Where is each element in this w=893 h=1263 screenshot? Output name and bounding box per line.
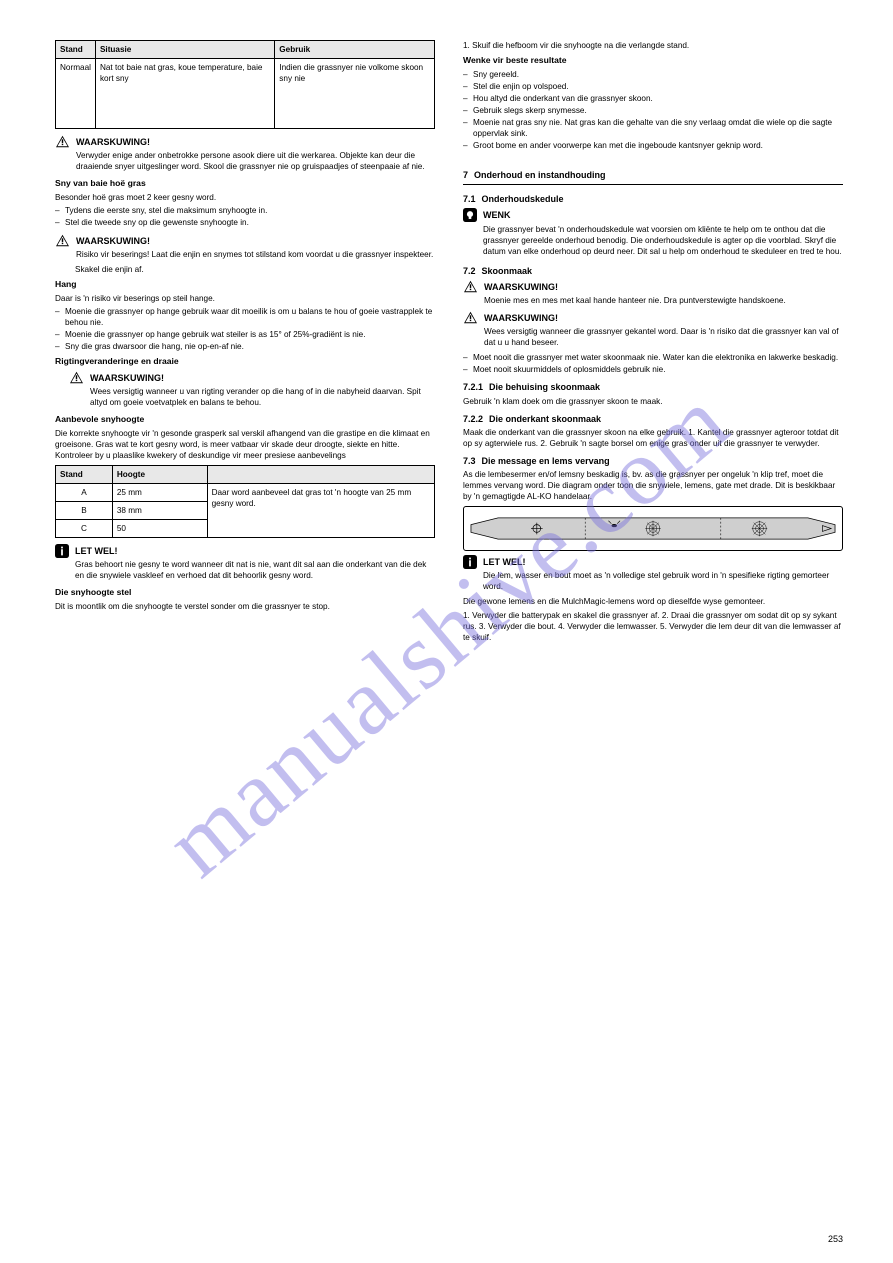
warning-text: Wees versigtig wanneer u van rigting ver… bbox=[90, 386, 435, 408]
left-column: Stand Situasie Gebruik Normaal Nat tot b… bbox=[55, 40, 435, 645]
table-cell: Daar word aanbeveel dat gras tot 'n hoog… bbox=[207, 483, 434, 537]
body-text: 1. Skuif die hefboom vir die snyhoogte n… bbox=[463, 40, 843, 51]
table-cell: 25 mm bbox=[112, 483, 207, 501]
page-number: 253 bbox=[828, 1233, 843, 1245]
body-text: Die gewone lemens en die MulchMagic-leme… bbox=[463, 596, 843, 607]
table-cell: B bbox=[56, 502, 113, 520]
subsection-title: Rigtingveranderinge en draaie bbox=[55, 356, 435, 368]
section-title: Die behuising skoonmaak bbox=[489, 381, 600, 393]
warning-icon bbox=[55, 234, 70, 262]
info-icon bbox=[463, 555, 477, 594]
list-item: Groot bome en ander voorwerpe kan met di… bbox=[463, 140, 843, 151]
warning-title: WAARSKUWING! bbox=[90, 372, 435, 384]
subsection-title: Aanbevole snyhoogte bbox=[55, 414, 435, 426]
table-header: Stand bbox=[56, 465, 113, 483]
list-item: Moenie nat gras sny nie. Nat gras kan di… bbox=[463, 117, 843, 139]
warning-title: WAARSKUWING! bbox=[76, 235, 433, 247]
body-text: Die korrekte snyhoogte vir 'n gesonde gr… bbox=[55, 428, 435, 461]
list-item: Gebruik slegs skerp snymesse. bbox=[463, 105, 843, 116]
list-item: Sny die gras dwarsoor die hang, nie op-e… bbox=[55, 341, 435, 352]
section-rule bbox=[463, 184, 843, 185]
bullet-list: Moenie die grassnyer op hange gebruik wa… bbox=[55, 306, 435, 352]
list-item: Sny gereeld. bbox=[463, 69, 843, 80]
warning-icon bbox=[463, 280, 478, 308]
section-title: Onderhoud en instandhouding bbox=[474, 169, 605, 181]
warning-text: Verwyder enige ander onbetrokke persone … bbox=[76, 150, 435, 172]
body-text: As die lembesermer en/of lemsny beskadig… bbox=[463, 469, 843, 502]
subsection-title: Hang bbox=[55, 279, 435, 291]
body-text: 1. Verwyder die batterypak en skakel die… bbox=[463, 610, 843, 643]
body-text: Dit is moontlik om die snyhoogte te vers… bbox=[55, 601, 435, 612]
body-text: Skakel die enjin af. bbox=[75, 264, 435, 275]
table-header: Situasie bbox=[95, 41, 274, 59]
subsection-title: Sny van baie hoë gras bbox=[55, 178, 435, 190]
section-title: Die message en lems vervang bbox=[482, 455, 610, 467]
note-text: Die lem, wasser en bout moet as 'n volle… bbox=[483, 570, 843, 592]
table-header: Hoogte bbox=[112, 465, 207, 483]
warning-text: Risiko vir beserings! Laat die enjin en … bbox=[76, 249, 433, 260]
warning-title: WAARSKUWING! bbox=[484, 312, 843, 324]
bullet-list: Moet nooit die grassnyer met water skoon… bbox=[463, 352, 843, 375]
height-table: Stand Hoogte A 25 mm Daar word aanbeveel… bbox=[55, 465, 435, 538]
note-title: LET WEL! bbox=[483, 556, 843, 568]
table-header: Stand bbox=[56, 41, 96, 59]
page-content: Stand Situasie Gebruik Normaal Nat tot b… bbox=[0, 0, 893, 675]
section-title: Die onderkant skoonmaak bbox=[489, 413, 601, 425]
list-item: Moenie die grassnyer op hange gebruik wa… bbox=[55, 329, 435, 340]
warning-title: WAARSKUWING! bbox=[76, 136, 435, 148]
note-title: LET WEL! bbox=[75, 545, 435, 557]
warning-icon bbox=[463, 311, 478, 350]
warning-text: Moenie mes en mes met kaal hande hanteer… bbox=[484, 295, 786, 306]
tip-text: Die grassnyer bevat 'n onderhoudskedule … bbox=[483, 224, 843, 257]
bullet-list: Sny gereeld. Stel die enjin op volspoed.… bbox=[463, 69, 843, 151]
table-cell: Normaal bbox=[56, 59, 96, 129]
warning-title: WAARSKUWING! bbox=[484, 281, 786, 293]
table-cell: C bbox=[56, 520, 113, 538]
warning-text: Wees versigtig wanneer die grassnyer gek… bbox=[484, 326, 843, 348]
body-text: Daar is 'n risiko vir beserings op steil… bbox=[55, 293, 435, 304]
section-number: 7.1 bbox=[463, 193, 476, 205]
section-title: Skoonmaak bbox=[482, 265, 533, 277]
bullet-list: Tydens die eerste sny, stel die maksimum… bbox=[55, 205, 435, 228]
section-number: 7.2 bbox=[463, 265, 476, 277]
blade-diagram bbox=[469, 513, 837, 544]
right-column: 1. Skuif die hefboom vir die snyhoogte n… bbox=[463, 40, 843, 645]
table-cell: 38 mm bbox=[112, 502, 207, 520]
table-cell: 50 bbox=[112, 520, 207, 538]
body-text: Maak die onderkant van die grassnyer sko… bbox=[463, 427, 843, 449]
situation-table: Stand Situasie Gebruik Normaal Nat tot b… bbox=[55, 40, 435, 129]
section-number: 7.3 bbox=[463, 455, 476, 467]
subsection-title: Wenke vir beste resultate bbox=[463, 55, 843, 67]
list-item: Moenie die grassnyer op hange gebruik wa… bbox=[55, 306, 435, 328]
list-item: Stel die enjin op volspoed. bbox=[463, 81, 843, 92]
body-text: Besonder hoë gras moet 2 keer gesny word… bbox=[55, 192, 435, 203]
section-title: Onderhoudskedule bbox=[482, 193, 564, 205]
section-number: 7.2.2 bbox=[463, 413, 483, 425]
note-text: Gras behoort nie gesny te word wanneer d… bbox=[75, 559, 435, 581]
list-item: Stel die tweede sny op die gewenste snyh… bbox=[55, 217, 435, 228]
warning-icon bbox=[69, 371, 84, 410]
body-text: Gebruik 'n klam doek om die grassnyer sk… bbox=[463, 396, 843, 407]
section-number: 7.2.1 bbox=[463, 381, 483, 393]
table-header: Gebruik bbox=[275, 41, 435, 59]
list-item: Moet nooit die grassnyer met water skoon… bbox=[463, 352, 843, 363]
warning-icon bbox=[55, 135, 70, 174]
info-icon bbox=[55, 544, 69, 583]
section-number: 7 bbox=[463, 169, 468, 181]
list-item: Hou altyd die onderkant van die grassnye… bbox=[463, 93, 843, 104]
table-cell: A bbox=[56, 483, 113, 501]
tip-title: WENK bbox=[483, 209, 843, 221]
table-cell: Indien die grassnyer nie volkome skoon s… bbox=[275, 59, 435, 129]
tip-icon bbox=[463, 208, 477, 258]
blade-diagram-frame bbox=[463, 506, 843, 551]
list-item: Moet nooit skuurmiddels of oplosmiddels … bbox=[463, 364, 843, 375]
table-cell: Nat tot baie nat gras, koue temperature,… bbox=[95, 59, 274, 129]
list-item: Tydens die eerste sny, stel die maksimum… bbox=[55, 205, 435, 216]
subsection-title: Die snyhoogte stel bbox=[55, 587, 435, 599]
table-header bbox=[207, 465, 434, 483]
